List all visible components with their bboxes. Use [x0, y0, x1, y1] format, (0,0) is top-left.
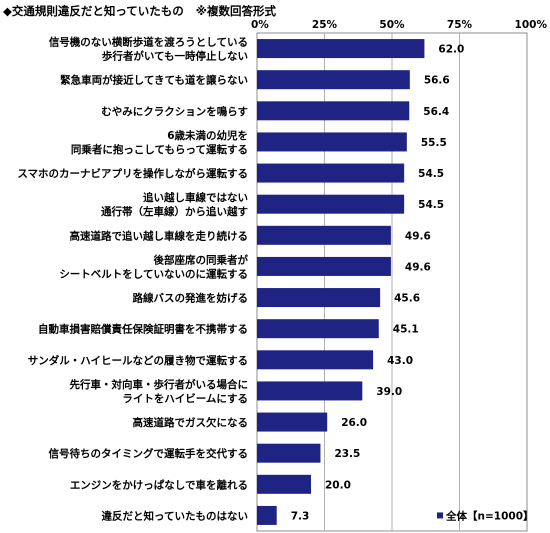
- bar: [257, 39, 425, 59]
- category-label: 6歳未満の幼児を同乗者に抱っこしてもらって運転する: [71, 129, 248, 156]
- bar: [257, 256, 391, 276]
- category-label: 先行車・対向車・歩行者がいる場合にライトをハイビームにする: [70, 378, 249, 405]
- category-label-line: むやみにクラクションを鳴らす: [101, 105, 248, 118]
- category-label-line: 歩行者がいても一時停止しない: [102, 50, 248, 63]
- chart-title-text: ◆交通規則違反だと知っていたもの: [3, 4, 184, 18]
- category-label: 緊急車両が接近してきても道を譲らない: [60, 74, 248, 87]
- bar: [257, 319, 379, 339]
- data-label: 7.3: [291, 510, 310, 522]
- bar: [257, 163, 405, 183]
- category-label-line: 自動車損害賠償責任保険証明書を不携帯する: [38, 323, 248, 336]
- bar: [257, 350, 374, 370]
- category-label-line: 同乗者に抱っこしてもらって運転する: [71, 143, 248, 156]
- bar: [257, 101, 410, 121]
- category-label-line: 先行車・対向車・歩行者がいる場合に: [70, 378, 249, 391]
- category-label: 後部座席の同乗者がシートベルトをしていないのに運転する: [59, 253, 248, 280]
- data-label: 56.4: [423, 106, 449, 118]
- x-tick-label: 50%: [379, 19, 405, 31]
- bar: [257, 412, 328, 432]
- category-label: 信号待ちのタイミングで運転手を交代する: [49, 447, 249, 460]
- data-label: 23.5: [334, 448, 360, 460]
- category-label: エンジンをかけっぱなしで車を離れる: [70, 478, 248, 491]
- category-label-line: サンダル・ハイヒールなどの履き物で運転する: [28, 354, 248, 367]
- category-label: 自動車損害賠償責任保険証明書を不携帯する: [38, 323, 248, 336]
- data-label: 49.6: [405, 230, 431, 242]
- category-label-line: 路線バスの発進を妨げる: [133, 292, 249, 305]
- chart-title: ◆交通規則違反だと知っていたもの ※複数回答形式: [3, 3, 276, 19]
- bar: [257, 505, 277, 525]
- category-label: 高速道路でガス欠になる: [133, 416, 249, 429]
- category-label: 信号機のない横断歩道を渡ろうとしている歩行者がいても一時停止しない: [49, 36, 248, 63]
- x-tick-label: 0%: [251, 19, 269, 31]
- bar: [257, 70, 410, 90]
- category-label: スマホのカーナビアプリを操作しながら運転する: [17, 167, 248, 180]
- category-label: むやみにクラクションを鳴らす: [101, 105, 248, 118]
- legend-label: 全体【n=1000】: [445, 509, 534, 522]
- bar: [257, 474, 311, 494]
- category-label-line: スマホのカーナビアプリを操作しながら運転する: [17, 167, 248, 180]
- bar: [257, 288, 381, 308]
- bar: [257, 443, 321, 463]
- x-tick-label: 100%: [515, 19, 548, 31]
- category-label-line: 信号機のない横断歩道を渡ろうとしている: [49, 36, 248, 49]
- category-label: サンダル・ハイヒールなどの履き物で運転する: [28, 354, 248, 367]
- chart-note: ※複数回答形式: [195, 4, 276, 18]
- bar: [257, 381, 363, 401]
- data-label: 45.6: [394, 293, 420, 305]
- category-label-line: 信号待ちのタイミングで運転手を交代する: [49, 447, 249, 460]
- category-label-line: エンジンをかけっぱなしで車を離れる: [70, 478, 248, 491]
- bar: [257, 225, 391, 245]
- data-label: 62.0: [438, 44, 464, 56]
- data-label: 49.6: [405, 261, 431, 273]
- category-label-line: 高速道路でガス欠になる: [133, 416, 249, 429]
- data-label: 54.5: [418, 199, 444, 211]
- data-label: 55.5: [421, 137, 447, 149]
- data-label: 43.0: [387, 355, 413, 367]
- category-label-line: 高速道路で追い越し車線を走り続ける: [70, 229, 249, 242]
- data-label: 45.1: [393, 324, 419, 336]
- x-tick-label: 75%: [447, 19, 473, 31]
- data-label: 20.0: [325, 479, 351, 491]
- category-label-line: ライトをハイビームにする: [122, 392, 248, 405]
- category-label-line: 6歳未満の幼児を: [167, 129, 248, 142]
- category-label-line: シートベルトをしていないのに運転する: [59, 267, 248, 280]
- data-label: 54.5: [418, 168, 444, 180]
- data-label: 26.0: [341, 417, 367, 429]
- category-label-line: 後部座席の同乗者が: [153, 253, 249, 266]
- category-label: 高速道路で追い越し車線を走り続ける: [70, 229, 249, 242]
- category-label: 追い越し車線ではない通行帯（左車線）から追い越す: [101, 191, 248, 218]
- x-tick-label: 25%: [312, 19, 338, 31]
- bar: [257, 132, 407, 152]
- category-label-line: 緊急車両が接近してきても道を譲らない: [60, 74, 248, 87]
- data-label: 39.0: [376, 386, 402, 398]
- legend-swatch: [437, 512, 443, 519]
- category-label: 路線バスの発進を妨げる: [133, 292, 249, 305]
- data-label: 56.6: [424, 75, 450, 87]
- category-label-line: 違反だと知っていたものはない: [102, 509, 248, 522]
- bar: [257, 194, 405, 214]
- category-label-line: 通行帯（左車線）から追い越す: [101, 205, 248, 218]
- category-label: 違反だと知っていたものはない: [102, 509, 248, 522]
- category-label-line: 追い越し車線ではない: [143, 191, 248, 204]
